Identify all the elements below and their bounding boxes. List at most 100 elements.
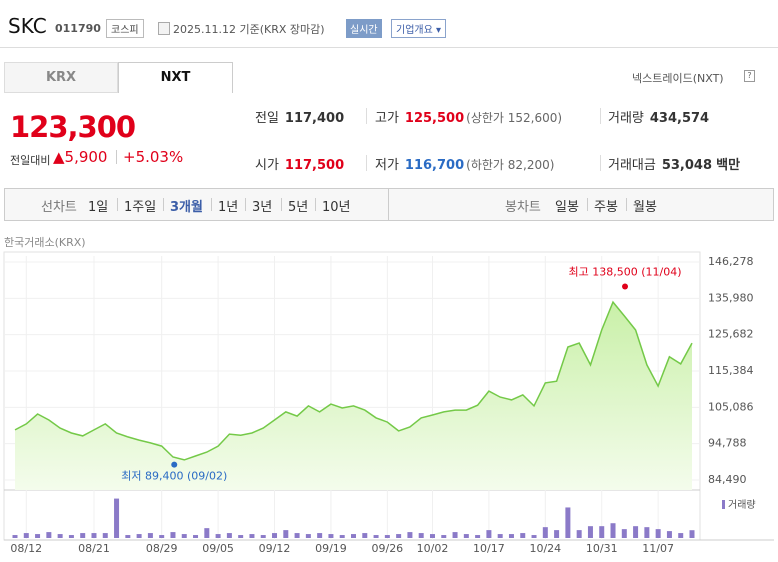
x-tick-label: 10/31 (586, 542, 618, 555)
stat: 전일 117,400 (255, 107, 344, 126)
period-item[interactable]: 3개월 (170, 200, 203, 215)
period-item[interactable]: 3년 (252, 200, 273, 215)
x-tick-label: 08/29 (146, 542, 178, 555)
realtime-badge[interactable]: 실시간 (346, 19, 382, 38)
change-label: 전일대비 (10, 154, 51, 167)
volume-bar (633, 526, 639, 538)
y-tick-label: 94,788 (708, 437, 747, 450)
volume-bar (475, 535, 481, 538)
volume-bar (272, 533, 278, 538)
volume-bar (193, 535, 199, 538)
candle-item[interactable]: 월봉 (633, 200, 657, 215)
stat: 고가 125,500 (상한가 152,600) (375, 107, 562, 126)
divider (600, 108, 601, 124)
stat-value: 125,500 (404, 111, 465, 126)
x-tick-label: 10/02 (417, 542, 449, 555)
tab-krx[interactable]: KRX (4, 62, 118, 93)
x-tick-label: 08/21 (78, 542, 110, 555)
volume-bar (294, 533, 300, 538)
volume-bar (204, 528, 210, 538)
volume-bar (328, 534, 334, 538)
stat-value: 117,500 (284, 158, 345, 173)
period-item[interactable]: 10년 (322, 200, 351, 215)
y-tick-label: 105,086 (708, 400, 754, 413)
period-item[interactable]: 1일 (88, 200, 109, 215)
help-icon[interactable]: ? (744, 70, 755, 82)
base-date: 2025.11.12 기준(KRX 장마감) (173, 23, 325, 36)
stat-label: 고가 (375, 111, 399, 126)
volume-bar (181, 534, 187, 538)
company-label: 기업개요 (396, 25, 433, 36)
x-tick-label: 11/07 (642, 542, 674, 555)
market-badge: 코스피 (106, 19, 144, 38)
volume-bar (666, 531, 672, 538)
stock-name: SKC (8, 14, 47, 38)
separator (117, 198, 118, 211)
volume-bar (351, 534, 356, 538)
period-item[interactable]: 5년 (288, 200, 309, 215)
volume-bar (170, 532, 176, 538)
volume-bar (362, 533, 368, 538)
volume-bar (497, 534, 503, 538)
volume-bar (486, 530, 492, 538)
volume-bar (102, 533, 108, 538)
stat-value: 53,048 (661, 158, 713, 173)
volume-bar (576, 530, 582, 538)
y-tick-label: 125,682 (708, 328, 754, 341)
volume-bar (587, 526, 593, 538)
volume-bar (396, 534, 402, 538)
volume-bar (114, 498, 120, 538)
volume-bar (238, 535, 244, 538)
current-price: 123,300 (10, 110, 136, 144)
stat-label: 시가 (255, 158, 279, 173)
volume-bar (531, 535, 537, 538)
price-line (14, 300, 693, 461)
high-marker (622, 283, 629, 290)
nxt-link[interactable]: 넥스트레이드(NXT) (632, 72, 724, 85)
volume-bar (655, 529, 661, 538)
legend-swatch (722, 500, 725, 509)
volume-bar (46, 532, 52, 538)
stat: 거래량 434,574 (608, 107, 709, 126)
separator (211, 198, 212, 211)
company-dropdown[interactable]: 기업개요 ▾ (391, 19, 447, 38)
volume-bar (452, 532, 458, 538)
low-label: 최저 89,400 (09/02) (121, 470, 227, 483)
volume-bar (260, 535, 266, 538)
legend-label: 거래량 (728, 499, 756, 511)
period-bar (4, 188, 774, 221)
volume-bar (91, 533, 97, 538)
volume-bar (610, 523, 616, 538)
volume-bar (689, 530, 695, 538)
stat-label: 거래대금 (608, 158, 656, 173)
divider (600, 155, 601, 171)
separator (245, 198, 246, 211)
divider (366, 108, 367, 124)
stat-label: 거래량 (608, 111, 644, 126)
separator (587, 198, 588, 211)
low-marker (171, 461, 178, 468)
candle-item[interactable]: 주봉 (594, 200, 618, 215)
volume-bar (215, 534, 221, 538)
volume-bar (565, 507, 571, 538)
period-item[interactable]: 1주일 (124, 200, 157, 215)
high-label: 최고 138,500 (11/04) (569, 265, 682, 278)
x-tick-label: 08/12 (10, 542, 42, 555)
volume-bar (57, 534, 63, 538)
volume-bar (407, 532, 413, 538)
stat-unit: 백만 (716, 158, 741, 173)
stat-value: 117,400 (284, 111, 345, 126)
volume-bar (441, 535, 447, 538)
candle-item[interactable]: 일봉 (555, 200, 579, 215)
volume-bar (520, 533, 526, 538)
volume-bar (644, 527, 650, 538)
x-tick-label: 10/17 (473, 542, 505, 555)
stat: 저가 116,700 (하한가 82,200) (375, 154, 554, 173)
price-area (15, 302, 692, 490)
volume-bar (542, 527, 548, 538)
volume-bar (621, 529, 627, 538)
period-item[interactable]: 1년 (218, 200, 239, 215)
tab-nxt[interactable]: NXT (118, 62, 233, 93)
stat-value: 116,700 (404, 158, 465, 173)
price-change: ▲5,900 (53, 148, 108, 166)
